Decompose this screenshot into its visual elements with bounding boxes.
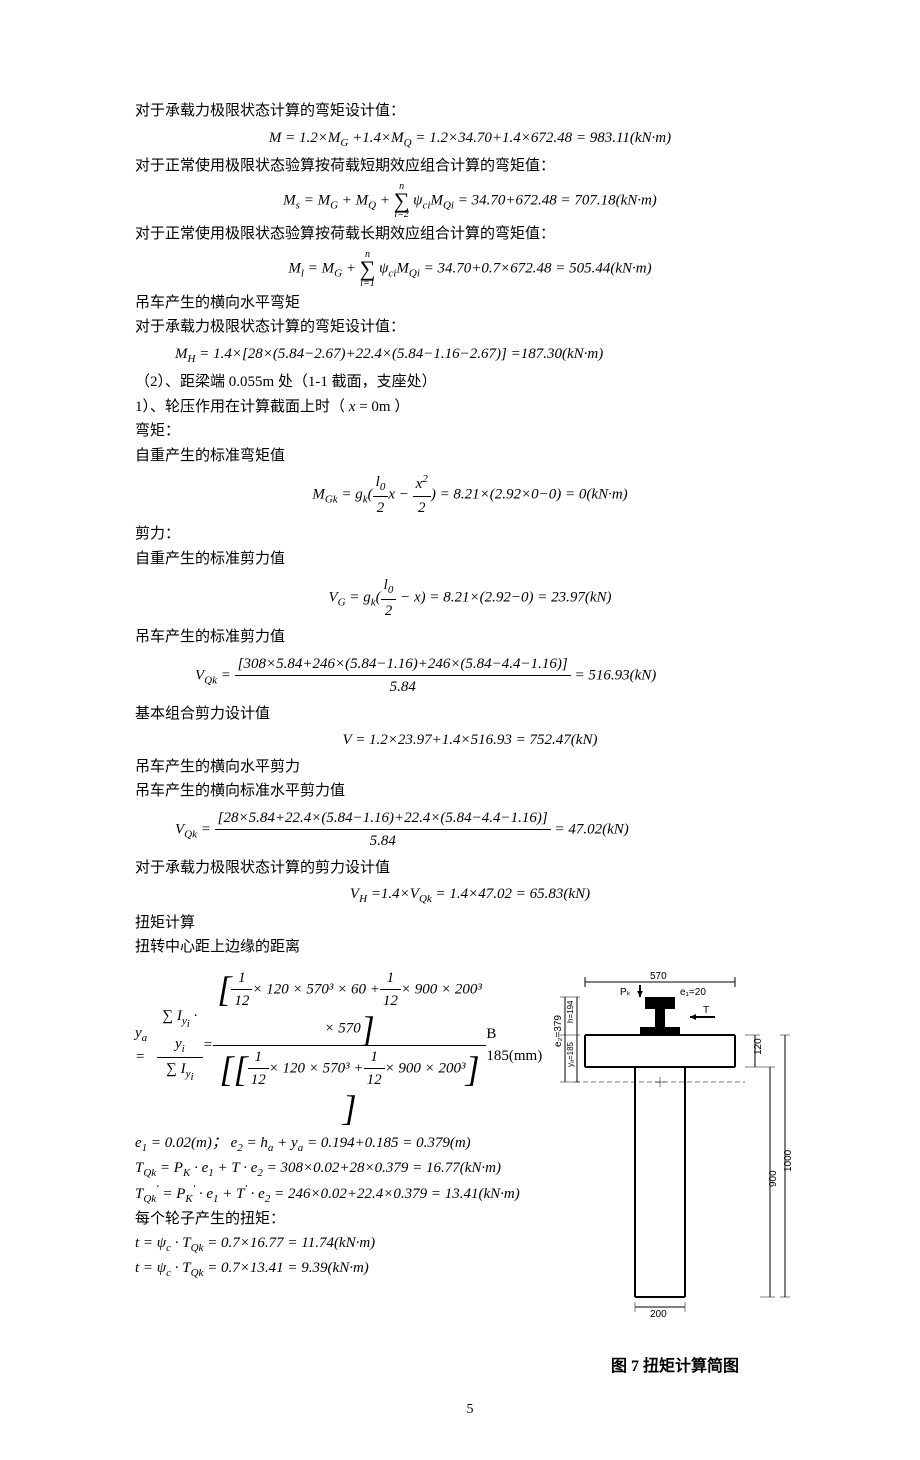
dim-ya: yₐ=185: [566, 1041, 575, 1067]
text-line: （2）、距梁端 0.055m 处（1-1 截面，支座处）: [135, 371, 805, 394]
formula-VH: VH =1.4×VQk = 1.4×47.02 = 65.83(kN): [135, 883, 805, 908]
figure-caption: 图 7 扭矩计算简图: [545, 1355, 805, 1379]
text-line: 基本组合剪力设计值: [135, 703, 805, 726]
text-line: 1）、轮压作用在计算截面上时（ x = 0m ）: [135, 396, 805, 419]
formula-Ml: Ml = MG + n∑i=1 ψciMQi = 34.70+0.7×672.4…: [135, 250, 805, 288]
formula-MGk: MGk = gk(l02x − x22) = 8.21×(2.92×0−0) =…: [135, 471, 805, 519]
label-Pk: Pₖ: [620, 987, 631, 998]
dim-570: 570: [650, 971, 667, 982]
formula-M: M = 1.2×MG +1.4×MQ = 1.2×34.70+1.4×672.4…: [135, 127, 805, 152]
formula-TQk: TQk = PK · e1 + T · e2 = 308×0.02+28×0.3…: [135, 1157, 545, 1182]
torsion-section: ya = ∑ Iyi · yi ∑ Iyi = [112× 120 × 570³…: [135, 967, 805, 1379]
formula-TQk2: TQk′ = PK′ · e1 + T′ · e2 = 246×0.02+22.…: [135, 1181, 545, 1208]
text-line: 吊车产生的横向标准水平剪力值: [135, 780, 805, 803]
formula-MH: MH = 1.4×[28×(5.84−2.67)+22.4×(5.84−1.16…: [135, 343, 805, 368]
text-line: 自重产生的标准弯矩值: [135, 445, 805, 468]
text-line: 对于承载力极限状态计算的弯矩设计值：: [135, 100, 805, 123]
dim-h194: h=194: [566, 1000, 575, 1023]
formula-t2: t = ψc · TQk = 0.7×13.41 = 9.39(kN·m): [135, 1257, 545, 1282]
formula-VQk2: VQk = [28×5.84+22.4×(5.84−1.16)+22.4×(5.…: [135, 807, 805, 853]
dim-1000: 1000: [783, 1149, 794, 1172]
text-line: 扭转中心距上边缘的距离: [135, 936, 805, 959]
text-line: 吊车产生的标准剪力值: [135, 626, 805, 649]
formula-Ms: Ms = MG + MQ + n∑i=2 ψciMQi = 34.70+672.…: [135, 182, 805, 220]
formula-VG: VG = gk(l02 − x) = 8.21×(2.92−0) = 23.97…: [135, 574, 805, 622]
formula-ya: ya = ∑ Iyi · yi ∑ Iyi = [112× 120 × 570³…: [135, 967, 545, 1125]
text-line: 弯矩：: [135, 420, 805, 443]
label-e1: e₁=20: [680, 987, 706, 998]
dim-900: 900: [768, 1169, 779, 1186]
text-line: 剪力：: [135, 523, 805, 546]
label-T: T: [703, 1005, 709, 1016]
torsion-diagram: 570 Pₖ e₁=20 T: [545, 967, 795, 1347]
text-line: 自重产生的标准剪力值: [135, 548, 805, 571]
dim-120: 120: [753, 1037, 764, 1054]
formula-e: e1 = 0.02(m)； e2 = ha + ya = 0.194+0.185…: [135, 1132, 545, 1157]
text-line: 吊车产生的横向水平剪力: [135, 756, 805, 779]
text-line: 对于承载力极限状态计算的弯矩设计值：: [135, 316, 805, 339]
formula-VQk: VQk = [308×5.84+246×(5.84−1.16)+246×(5.8…: [135, 653, 805, 699]
dim-e2: e₂=379: [553, 1014, 564, 1046]
formula-t1: t = ψc · TQk = 0.7×16.77 = 11.74(kN·m): [135, 1232, 545, 1257]
text-line: 每个轮子产生的扭矩：: [135, 1208, 545, 1231]
text-line: 吊车产生的横向水平弯矩: [135, 292, 805, 315]
formula-V: V = 1.2×23.97+1.4×516.93 = 752.47(kN): [135, 729, 805, 752]
dim-200: 200: [650, 1309, 667, 1317]
text-line: 扭矩计算: [135, 912, 805, 935]
text-line: 对于承载力极限状态计算的剪力设计值: [135, 857, 805, 880]
text-line: 对于正常使用极限状态验算按荷载长期效应组合计算的弯矩值：: [135, 223, 805, 246]
text-line: 对于正常使用极限状态验算按荷载短期效应组合计算的弯矩值：: [135, 155, 805, 178]
page-number: 5: [135, 1399, 805, 1420]
